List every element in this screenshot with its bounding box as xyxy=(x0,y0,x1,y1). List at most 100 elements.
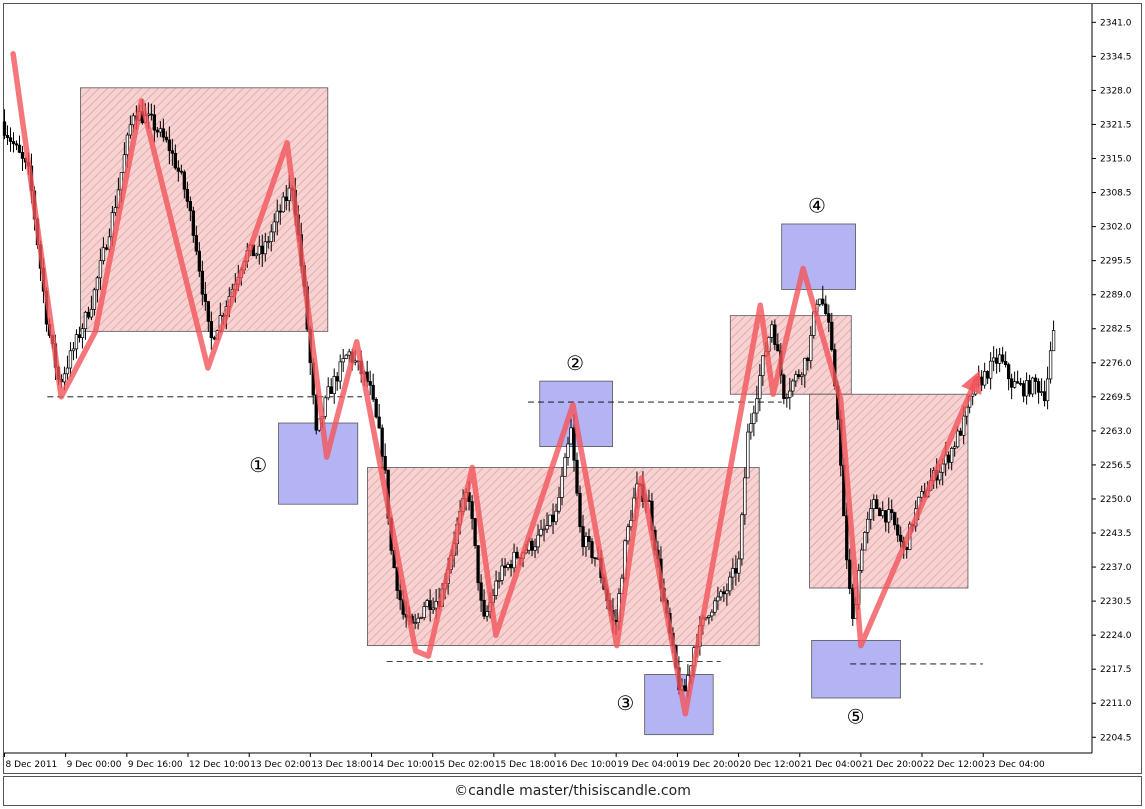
candle-body xyxy=(710,611,714,617)
candle-body xyxy=(593,557,597,560)
candle-body xyxy=(683,685,687,692)
candle-body xyxy=(155,129,160,133)
candle-body xyxy=(962,415,966,436)
y-tick-label: 2295.5 xyxy=(1100,257,1132,267)
candle-body xyxy=(92,289,97,310)
candle-body xyxy=(509,564,513,569)
candle-body xyxy=(80,328,85,339)
candle-body xyxy=(473,518,477,546)
y-tick-label: 2341.0 xyxy=(1100,18,1132,28)
candle-body xyxy=(758,375,762,400)
candle-body xyxy=(803,357,807,376)
candle-body xyxy=(11,141,16,145)
y-tick-label: 2250.0 xyxy=(1100,495,1132,505)
pivot-label-1: ① xyxy=(249,453,267,477)
candle-body xyxy=(77,334,82,339)
x-axis-ticks: 8 Dec 2011 9 Dec 00:00 9 Dec 16:00 12 Dec 1… xyxy=(4,753,1045,770)
candle-body xyxy=(1012,381,1017,388)
candle-body xyxy=(997,354,1002,364)
candle-body xyxy=(1027,380,1032,395)
candle-body xyxy=(788,390,792,398)
x-tick-label: 19 Dec 20:00 xyxy=(678,760,739,770)
candle-body xyxy=(479,582,483,601)
candle-body xyxy=(988,360,993,379)
candle-body xyxy=(869,508,873,520)
candle-body xyxy=(434,601,438,609)
candle-body xyxy=(982,371,987,386)
candle-body xyxy=(158,128,163,133)
candle-body xyxy=(266,241,270,243)
candle-body xyxy=(794,374,798,382)
candle-body xyxy=(149,113,154,116)
x-tick-label: 16 Dec 10:00 xyxy=(556,760,617,770)
y-tick-label: 2263.0 xyxy=(1100,427,1132,437)
x-tick-label: 21 Dec 20:00 xyxy=(862,760,923,770)
candle-body xyxy=(482,599,486,617)
y-tick-label: 2217.5 xyxy=(1100,665,1132,675)
candle-body xyxy=(278,210,282,213)
candle-body xyxy=(1051,330,1056,352)
candle-body xyxy=(575,459,579,494)
candle-body xyxy=(257,245,261,255)
x-tick-label: 8 Dec 2011 xyxy=(6,760,58,770)
candle-body xyxy=(848,559,852,589)
candle-body xyxy=(86,311,91,318)
y-tick-label: 2289.0 xyxy=(1100,291,1132,301)
candle-body xyxy=(740,514,744,560)
zigzag-overlay xyxy=(10,51,982,717)
candle-body xyxy=(1045,378,1050,402)
candle-body xyxy=(554,510,558,523)
candle-body xyxy=(173,152,178,169)
y-tick-label: 2328.0 xyxy=(1100,86,1132,96)
candle-body xyxy=(887,509,891,523)
y-tick-label: 2211.0 xyxy=(1100,699,1132,709)
candle-body xyxy=(884,510,888,523)
consolidation-range-4 xyxy=(809,393,969,589)
candle-body xyxy=(152,114,157,131)
candle-body xyxy=(980,376,984,386)
candle-body xyxy=(728,576,732,592)
candle-body xyxy=(1039,391,1044,394)
candle-body xyxy=(260,245,264,255)
candle-body xyxy=(731,568,735,578)
candle-body xyxy=(590,541,594,559)
footer-bar: ©candle master/thisiscandle.com xyxy=(3,776,1142,806)
candle-body xyxy=(470,501,474,519)
candle-body xyxy=(881,510,885,517)
candle-body xyxy=(896,524,900,536)
candle-body xyxy=(284,196,288,201)
pivot-label-3: ③ xyxy=(616,691,634,715)
candle-body xyxy=(206,301,210,322)
candle-body xyxy=(1015,381,1020,384)
candle-body xyxy=(1033,377,1038,382)
candle-body xyxy=(560,475,564,498)
candle-body xyxy=(761,355,765,377)
candle-body xyxy=(128,124,133,136)
candle-body xyxy=(113,207,118,213)
candle-body xyxy=(476,545,480,584)
candle-body xyxy=(773,324,777,345)
candle-body xyxy=(743,477,747,516)
candle-body xyxy=(422,606,426,618)
candle-body xyxy=(71,348,76,352)
y-tick-label: 2302.0 xyxy=(1100,223,1132,233)
candle-body xyxy=(872,499,876,509)
candle-body xyxy=(425,600,429,607)
candle-body xyxy=(269,231,273,242)
x-tick-label: 15 Dec 02:00 xyxy=(434,760,495,770)
candle-body xyxy=(344,354,348,359)
y-tick-label: 2230.5 xyxy=(1100,597,1132,607)
pivot-label-5: ⑤ xyxy=(847,704,865,728)
candle-body xyxy=(626,526,630,542)
candle-body xyxy=(419,617,423,619)
candle-body xyxy=(428,600,432,611)
candle-body xyxy=(533,546,537,551)
candle-body xyxy=(368,381,372,386)
candle-body xyxy=(347,351,351,356)
candle-body xyxy=(875,499,879,509)
candle-body xyxy=(254,253,258,257)
candle-body xyxy=(413,622,417,625)
candle-body xyxy=(821,298,825,305)
candle-body xyxy=(1003,360,1008,365)
x-tick-label: 22 Dec 12:00 xyxy=(923,760,984,770)
